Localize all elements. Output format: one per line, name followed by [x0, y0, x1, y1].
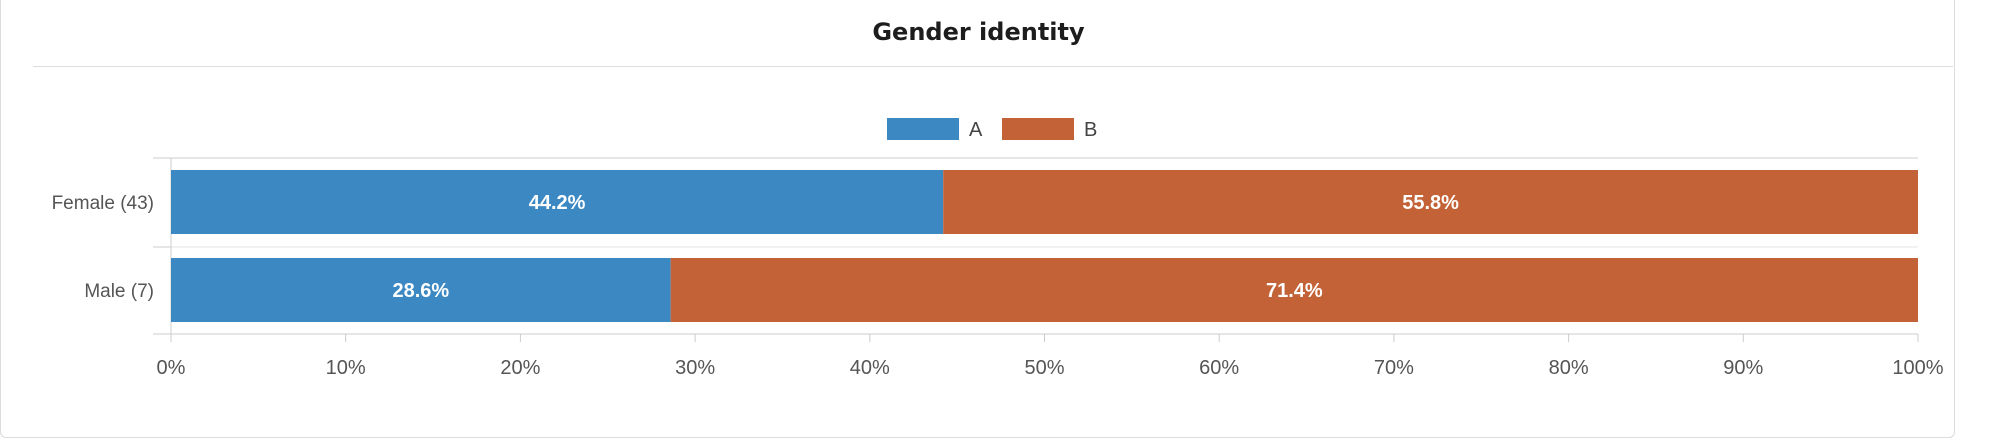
- chart-card: Gender identity: [0, 0, 1955, 438]
- x-tick-label: 90%: [1723, 357, 1763, 379]
- category-label: Female (43): [52, 193, 154, 214]
- bar-b-1: [670, 258, 1918, 322]
- x-tick-label: 80%: [1549, 357, 1589, 379]
- x-tick-label: 70%: [1374, 357, 1414, 379]
- title-divider: [33, 66, 1953, 67]
- data-label: 71.4%: [1266, 280, 1323, 302]
- bar-a-1: [171, 258, 671, 322]
- data-label: 55.8%: [1402, 192, 1459, 214]
- bar-a-0: [171, 170, 944, 234]
- legend-swatch-a: [887, 118, 959, 140]
- category-label: Male (7): [84, 281, 154, 302]
- x-tick-label: 60%: [1199, 357, 1239, 379]
- x-tick-label: 40%: [850, 357, 890, 379]
- legend-label-a: A: [969, 119, 983, 141]
- bar-b-0: [943, 170, 1918, 234]
- x-tick-label: 50%: [1024, 357, 1064, 379]
- x-tick-label: 20%: [500, 357, 540, 379]
- x-tick-label: 100%: [1892, 357, 1943, 379]
- chart-title: Gender identity: [872, 18, 1085, 46]
- x-tick-label: 30%: [675, 357, 715, 379]
- legend-label-b: B: [1084, 119, 1097, 141]
- data-label: 28.6%: [392, 280, 449, 302]
- legend-swatch-b: [1002, 118, 1074, 140]
- x-tick-label: 10%: [326, 357, 366, 379]
- data-label: 44.2%: [529, 192, 586, 214]
- x-tick-label: 0%: [157, 357, 186, 379]
